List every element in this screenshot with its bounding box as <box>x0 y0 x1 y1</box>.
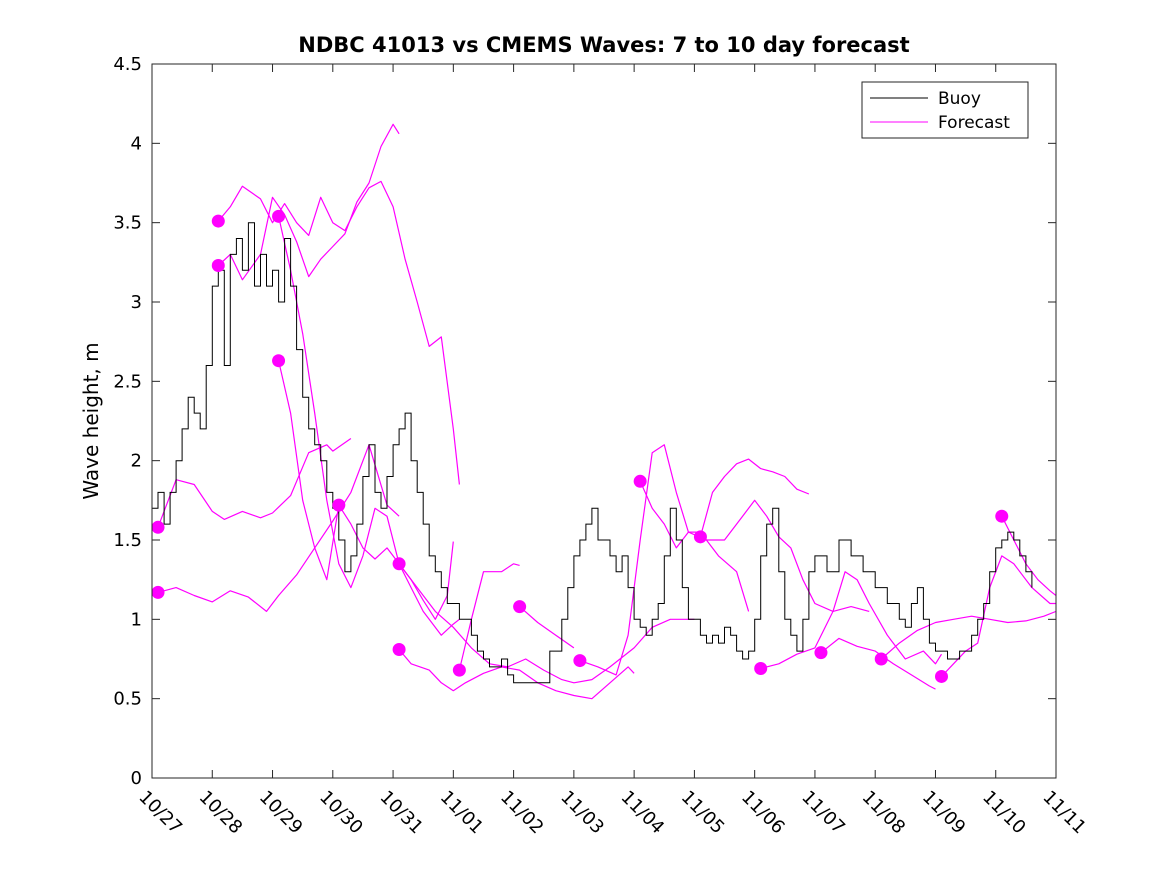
legend-forecast-label: Forecast <box>938 113 1010 133</box>
y-tick-label: 3.5 <box>113 213 142 234</box>
forecast-marker <box>151 520 165 534</box>
x-tick-label: 11/01 <box>436 787 488 839</box>
axes-box <box>151 63 1057 779</box>
x-tick-label: 11/09 <box>918 787 970 839</box>
x-tick-label: 10/27 <box>134 787 186 839</box>
forecast-line <box>398 563 695 684</box>
forecast-line <box>760 571 943 670</box>
legend-buoy-label: Buoy <box>938 89 981 109</box>
forecast-line <box>880 610 1056 660</box>
forecast-marker <box>392 642 406 656</box>
y-tick-label: 1 <box>131 609 142 630</box>
forecast-line <box>458 563 520 671</box>
forecast-marker <box>874 652 888 666</box>
y-tick-label: 2 <box>131 451 142 472</box>
forecast-marker <box>332 498 346 512</box>
y-tick-label: 1.5 <box>113 530 142 551</box>
legend-box <box>861 81 1029 139</box>
x-tick-label: 11/02 <box>496 787 548 839</box>
forecast-marker <box>754 662 768 676</box>
x-tick-label: 10/30 <box>315 787 367 839</box>
x-tick-label: 11/11 <box>1038 787 1090 839</box>
x-tick-label: 10/28 <box>195 787 247 839</box>
x-tick-label: 11/05 <box>677 787 729 839</box>
forecast-line <box>217 180 460 485</box>
forecast-marker <box>211 259 225 273</box>
y-tick-label: 3 <box>131 292 142 313</box>
chart-title: NDBC 41013 vs CMEMS Waves: 7 to 10 day f… <box>298 33 909 57</box>
y-tick-label: 2.5 <box>113 371 142 392</box>
forecast-line <box>699 458 810 537</box>
forecast-marker <box>272 354 286 368</box>
buoy-line <box>152 222 1033 684</box>
forecast-marker <box>151 585 165 599</box>
y-tick-label: 4 <box>131 133 142 154</box>
x-tick-label: 11/08 <box>858 787 910 839</box>
x-tick-label: 11/03 <box>556 787 608 839</box>
x-tick-label: 11/04 <box>617 787 669 839</box>
x-tick-label: 11/07 <box>797 787 849 839</box>
forecast-line <box>398 649 635 700</box>
forecast-line <box>639 481 870 612</box>
y-axis-label: Wave height, m <box>79 342 103 499</box>
forecast-marker <box>934 669 948 683</box>
forecast-marker <box>211 214 225 228</box>
y-tick-label: 4.5 <box>113 54 142 75</box>
forecast-line <box>278 216 460 636</box>
x-tick-label: 10/31 <box>376 787 428 839</box>
forecast-line <box>217 123 400 281</box>
forecast-marker-layer <box>151 209 1009 683</box>
forecast-line <box>278 360 454 620</box>
x-tick-label: 11/10 <box>978 787 1030 839</box>
forecast-marker <box>272 209 286 223</box>
x-tick-label: 11/06 <box>737 787 789 839</box>
y-tick-label: 0.5 <box>113 689 142 710</box>
forecast-line <box>579 444 750 676</box>
forecast-marker <box>995 509 1009 523</box>
forecast-marker <box>452 663 466 677</box>
forecast-marker <box>573 654 587 668</box>
data-series <box>152 123 1056 700</box>
forecast-line <box>519 606 575 649</box>
x-tick-label: 10/29 <box>255 787 307 839</box>
legend: Buoy Forecast <box>861 81 1029 139</box>
forecast-marker <box>513 600 527 614</box>
forecast-line <box>157 438 352 528</box>
forecast-marker <box>633 474 647 488</box>
forecast-line <box>157 444 400 612</box>
forecast-marker <box>693 530 707 544</box>
forecast-marker <box>814 646 828 660</box>
forecast-marker <box>392 557 406 571</box>
y-tick-label: 0 <box>131 768 142 789</box>
